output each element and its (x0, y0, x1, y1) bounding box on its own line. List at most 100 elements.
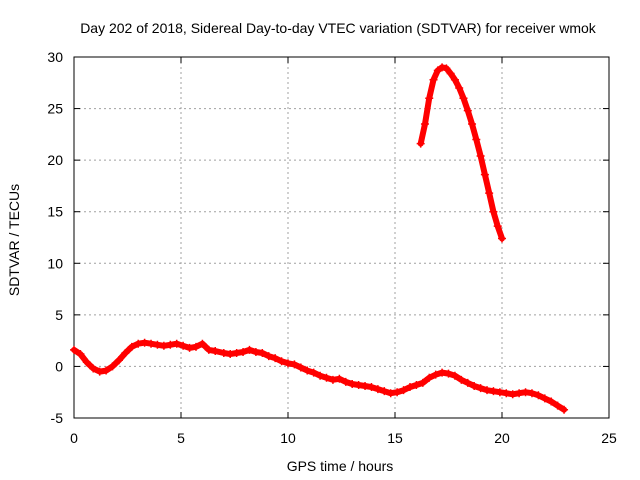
y-tick-label: 30 (47, 49, 63, 65)
data-point (444, 369, 453, 378)
data-point (114, 356, 123, 365)
data-point (412, 380, 421, 389)
x-tick-label: 25 (601, 430, 617, 446)
axis-ticks: 0 5 10 15 20 25 -5 0 5 10 15 20 25 30 (47, 49, 617, 446)
data-point (290, 360, 299, 369)
data-point (121, 349, 130, 358)
data-point (127, 342, 136, 351)
data-point (470, 382, 479, 391)
plot-frame (73, 56, 610, 419)
x-tick-label: 20 (494, 430, 510, 446)
data-point (493, 222, 502, 231)
x-tick-label: 15 (387, 430, 403, 446)
data-point (373, 385, 382, 394)
data-point (328, 375, 337, 384)
data-point (284, 359, 292, 368)
data-point (264, 352, 273, 361)
data-point (416, 139, 425, 148)
data-point (450, 371, 459, 380)
data-point (226, 350, 235, 359)
data-point (277, 357, 286, 366)
data-point (438, 368, 447, 377)
data-point (354, 380, 363, 389)
series-line (417, 64, 505, 242)
data-point (322, 373, 331, 382)
data-point (341, 377, 350, 386)
data-point (89, 364, 98, 373)
data-point (420, 120, 429, 129)
data-point (502, 389, 511, 398)
data-point (198, 339, 207, 348)
y-tick-label: 15 (47, 204, 63, 220)
data-point (95, 367, 104, 376)
data-point (76, 350, 85, 359)
data-point (472, 135, 481, 144)
data-point (309, 368, 318, 377)
data-point (166, 340, 175, 349)
data-point (82, 358, 91, 367)
data-point (367, 383, 376, 392)
data-point (476, 384, 485, 393)
data-series (70, 63, 569, 414)
data-point (172, 339, 181, 348)
data-point (258, 349, 267, 358)
data-point (316, 371, 325, 380)
data-point (489, 207, 498, 216)
data-point (140, 338, 149, 347)
data-point (476, 152, 485, 161)
data-point (540, 394, 549, 403)
data-point (245, 345, 254, 354)
data-point (153, 340, 162, 349)
data-point (433, 66, 442, 75)
data-point (455, 83, 464, 92)
data-point (553, 401, 562, 410)
data-point (480, 170, 489, 179)
data-point (239, 347, 248, 356)
data-point (560, 405, 569, 414)
series-1 (70, 338, 569, 414)
data-point (547, 397, 556, 406)
data-point (485, 189, 494, 198)
data-point (442, 64, 451, 73)
data-point (102, 366, 111, 375)
data-point (459, 94, 468, 103)
data-point (438, 63, 447, 72)
data-point (457, 375, 466, 384)
data-point (425, 94, 434, 103)
x-axis-label: GPS time / hours (287, 458, 394, 474)
data-point (534, 391, 543, 400)
data-point (380, 387, 389, 396)
y-tick-label: 10 (47, 255, 63, 271)
data-point (483, 386, 492, 395)
grid (74, 57, 609, 418)
data-point (361, 382, 370, 391)
data-point (393, 388, 402, 397)
data-point (405, 383, 414, 392)
data-point (303, 366, 312, 375)
data-point (498, 234, 506, 243)
y-tick-label: -5 (51, 410, 64, 426)
chart-title: Day 202 of 2018, Sidereal Day-to-day VTE… (80, 20, 597, 36)
data-point (446, 69, 455, 78)
data-point (108, 362, 117, 371)
data-point (147, 339, 156, 348)
data-point (134, 339, 143, 348)
data-point (463, 106, 472, 115)
y-tick-label: 25 (47, 101, 63, 117)
data-point (251, 347, 260, 356)
data-point (495, 388, 504, 397)
data-point (468, 120, 477, 129)
data-point (527, 389, 536, 398)
data-point (179, 341, 188, 350)
data-point (296, 363, 305, 372)
x-tick-label: 0 (70, 430, 78, 446)
data-point (335, 374, 344, 383)
data-point (463, 378, 472, 387)
data-point (219, 349, 228, 358)
series-2 (416, 63, 506, 243)
data-point (191, 342, 200, 351)
data-point (211, 346, 220, 355)
data-point (450, 75, 459, 84)
data-point (515, 389, 524, 398)
